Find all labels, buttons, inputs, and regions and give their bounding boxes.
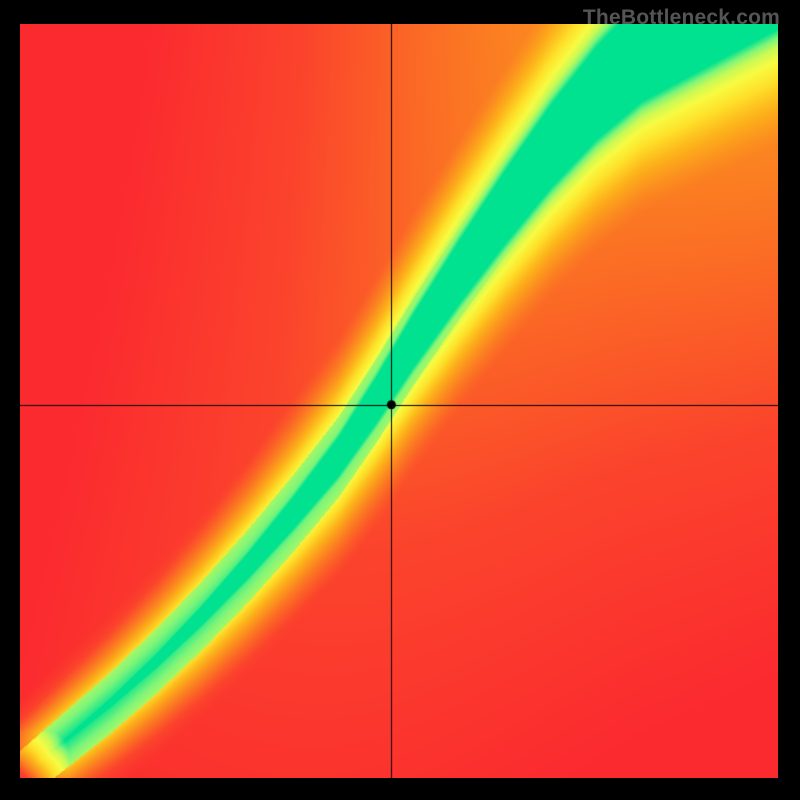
heatmap-canvas	[20, 24, 778, 778]
outer-frame: TheBottleneck.com	[0, 0, 800, 800]
bottleneck-heatmap	[20, 24, 778, 778]
watermark-text: TheBottleneck.com	[583, 6, 780, 30]
